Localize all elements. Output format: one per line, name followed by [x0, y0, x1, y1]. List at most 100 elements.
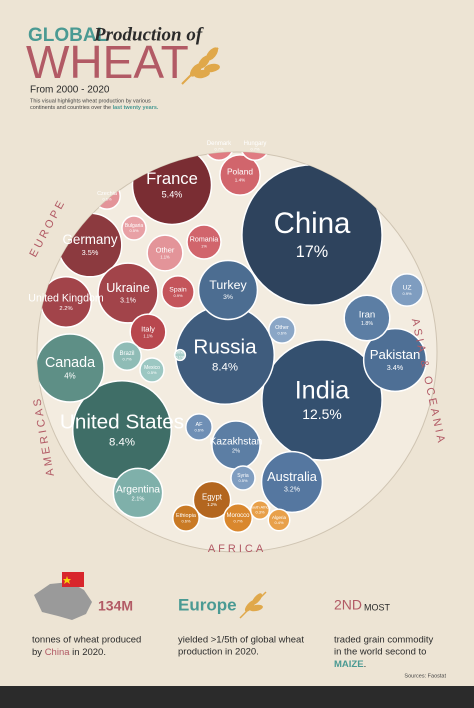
cell-name: Mexico [144, 365, 160, 371]
cell-name: Canada [45, 355, 95, 371]
cell [192, 480, 232, 520]
cell [197, 259, 259, 321]
cell-value: 2.1% [132, 497, 145, 503]
cell-name: Turkey [209, 278, 247, 292]
cell [161, 275, 195, 309]
cell [390, 273, 424, 307]
cell [121, 215, 147, 241]
wheat-icon [239, 591, 267, 619]
cell-name: Poland [227, 166, 253, 176]
cell [343, 294, 391, 342]
cell-value: 0.9% [173, 293, 183, 298]
stat-text: by China in 2020. [32, 647, 106, 658]
stat-text: MAIZE. [334, 659, 366, 670]
cell-value: 1.8% [361, 321, 373, 327]
cell-name: Italy [141, 325, 155, 334]
cell [267, 508, 291, 532]
cell-value: 1.1% [160, 255, 170, 260]
cell-value: 0.5% [238, 478, 248, 483]
cell [173, 348, 187, 362]
china-map [34, 572, 92, 620]
cell [112, 467, 164, 519]
cell [139, 357, 165, 383]
cell-value: 0.7% [250, 147, 260, 152]
stat-text: production in 2020. [178, 647, 259, 658]
cell [172, 504, 200, 532]
cell-name: Australia [267, 469, 318, 484]
cell-value: 0.7% [122, 357, 132, 362]
cell-name: France [146, 169, 198, 188]
cell [97, 262, 159, 324]
cell-value: 0.5% [147, 370, 157, 375]
cell-name: Hungary [244, 141, 267, 147]
cell-name: Pakistan [370, 347, 421, 362]
cell [185, 413, 213, 441]
cell [268, 316, 296, 344]
cell-name: Algeria [272, 515, 287, 520]
cell-value: 3% [223, 294, 233, 301]
cell [261, 339, 383, 461]
title-production: Production of [93, 24, 204, 45]
cell-value: 0.5% [129, 228, 139, 233]
cell-value: 3.1% [120, 297, 136, 304]
cell-value: 3.4% [387, 363, 404, 372]
stat-value: Europe [178, 595, 237, 614]
stat-highlight: MAIZE [334, 659, 364, 670]
region-label: AFRICA [208, 543, 266, 555]
cell-value: 5.4% [162, 189, 183, 199]
cell-value: 1.4% [235, 177, 245, 182]
stat-text: tonnes of wheat produced [32, 635, 141, 646]
cell-value: 1.1% [143, 334, 153, 339]
cell-name: UZ [402, 284, 411, 291]
cell-name: Ukraine [106, 281, 149, 295]
cell-name: Syria [237, 473, 249, 479]
cell-name: Denmark [207, 141, 232, 147]
cell-value: 12.5% [302, 406, 341, 422]
cell-value: 17% [296, 243, 328, 261]
cell [112, 341, 142, 371]
cell-name: Other [175, 350, 186, 355]
stat-highlight: China [45, 647, 71, 658]
cell-name: Other [275, 325, 289, 331]
description: continents and countries over the last t… [30, 105, 159, 111]
cell [146, 234, 184, 272]
cell-name: United States [60, 411, 184, 434]
description-highlight: last twenty years. [113, 105, 159, 111]
cell-name: Germany [62, 232, 117, 247]
cell-value: 0.6% [277, 330, 287, 335]
cell-name: AF [195, 422, 203, 428]
stat-text: in 2020. [70, 647, 106, 658]
cell-name: India [295, 376, 351, 404]
cell-value: 0.6% [102, 196, 112, 201]
cell-name: Other [156, 246, 175, 255]
cell [260, 450, 324, 514]
cell-name: Egypt [202, 492, 223, 501]
stat-text: . [364, 659, 367, 670]
stat-text: traded grain commodity [334, 635, 434, 646]
cell [362, 327, 428, 393]
cell [219, 154, 261, 196]
cell-name: United Kingdom [28, 292, 104, 304]
cell-value: 0.1% [175, 354, 185, 359]
cell-value: 0.7% [214, 147, 224, 152]
cell-name: China [274, 207, 351, 240]
cell-name: Russia [193, 336, 257, 359]
cell [186, 224, 222, 260]
stat-text: by [32, 647, 45, 658]
cell-name: Czechia [97, 191, 118, 197]
cell-name: Spain [169, 286, 187, 293]
cell-value: 0.3% [255, 509, 265, 514]
cell [249, 499, 271, 521]
cell [230, 465, 256, 491]
title-global: GLOBAL [28, 25, 109, 46]
cell-value: 2% [232, 449, 240, 455]
cell-value: 1.2% [207, 502, 217, 507]
cell-value: 8.4% [212, 361, 238, 373]
cell-name: Ethiopia [176, 513, 197, 519]
period: From 2000 - 2020 [30, 85, 110, 96]
wheat-icon [181, 47, 220, 85]
cell-value: 0.6% [181, 518, 191, 523]
cell [37, 333, 105, 403]
cell-name: Argentina [116, 484, 160, 495]
